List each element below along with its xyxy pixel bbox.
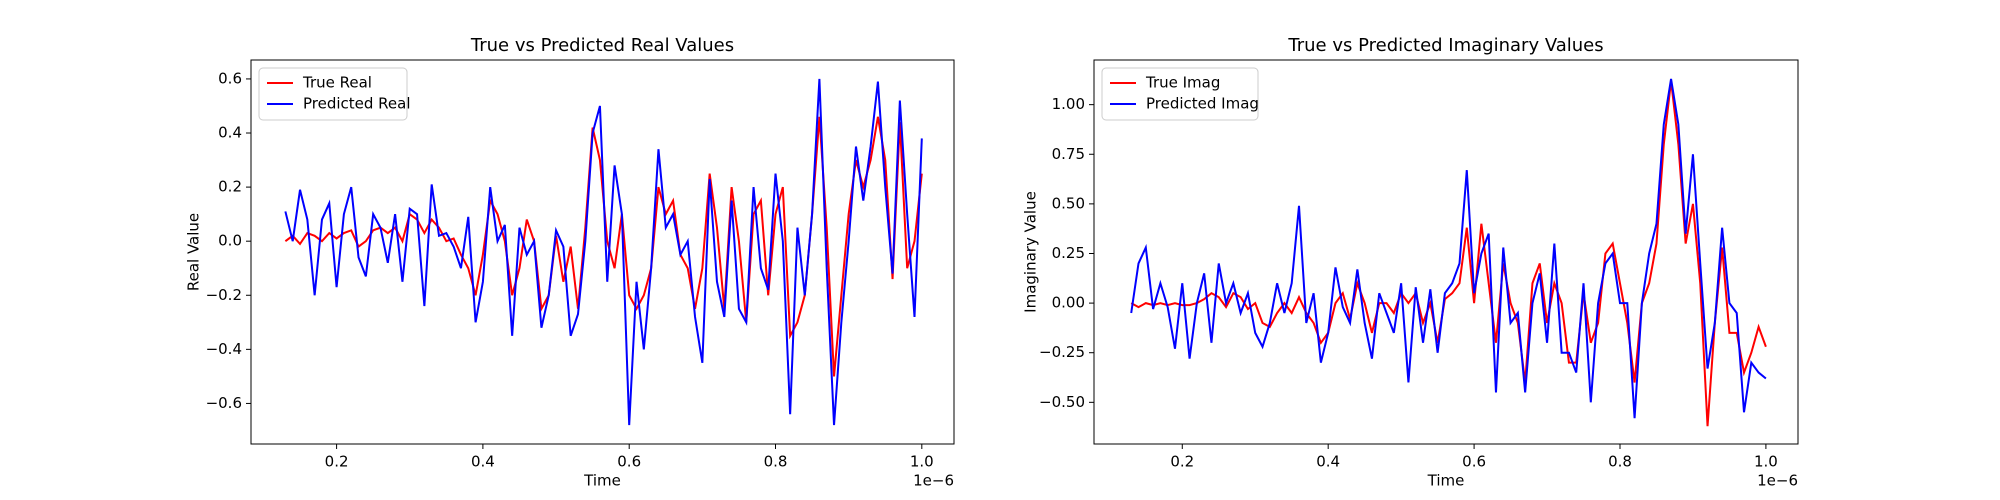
legend-label: True Imag — [1145, 74, 1220, 92]
y-tick-label: −0.25 — [1039, 343, 1085, 361]
x-tick-label: 0.4 — [1316, 453, 1340, 471]
chart: True vs Predicted Imaginary Values Time 1e… — [1022, 35, 1799, 490]
x-tick-label: 0.2 — [325, 453, 349, 471]
y-tick-label: 1.00 — [1052, 95, 1085, 113]
x-offset-label: 1e−6 — [1757, 472, 1798, 490]
x-offset-label: 1e−6 — [913, 472, 954, 490]
y-tick-label: 0.0 — [218, 232, 242, 250]
y-tick-label: 0.4 — [218, 124, 242, 142]
y-tick-label: 0.25 — [1052, 244, 1085, 262]
y-tick-label: 0.75 — [1052, 145, 1085, 163]
legend-label: True Real — [302, 74, 372, 92]
series-line — [284, 78, 923, 426]
legend-box — [1101, 67, 1259, 121]
x-tick-label: 0.6 — [1462, 453, 1486, 471]
y-axis-label: Real Value — [185, 213, 203, 291]
x-tick-label: 1.0 — [1754, 453, 1778, 471]
y-tick-label: −0.50 — [1039, 393, 1085, 411]
x-axis-label: Time — [583, 472, 621, 490]
y-tick-label: 0.6 — [218, 69, 242, 87]
y-tick-label: 0.50 — [1052, 194, 1085, 212]
chart-title: True vs Predicted Imaginary Values — [1287, 35, 1603, 56]
y-axis-label: Imaginary Value — [1022, 191, 1040, 313]
series-line — [1130, 78, 1767, 419]
x-tick-label: 0.2 — [1170, 453, 1194, 471]
x-tick-label: 0.6 — [617, 453, 641, 471]
legend-box — [258, 67, 408, 121]
y-tick-label: −0.6 — [206, 394, 242, 412]
legend-label: Predicted Real — [303, 95, 411, 113]
legend-label: Predicted Imag — [1146, 95, 1259, 113]
x-axis-label: Time — [1427, 472, 1465, 490]
y-tick-label: −0.2 — [206, 286, 242, 304]
axes-frame — [1093, 59, 1799, 445]
y-tick-label: 0.2 — [218, 178, 242, 196]
y-tick-label: −0.4 — [206, 340, 242, 358]
y-tick-label: 0.00 — [1052, 294, 1085, 312]
axes-frame — [250, 59, 955, 445]
x-tick-label: 1.0 — [910, 453, 934, 471]
chart-title: True vs Predicted Real Values — [470, 35, 734, 56]
x-tick-label: 0.4 — [471, 453, 495, 471]
x-tick-label: 0.8 — [1608, 453, 1632, 471]
chart: True vs Predicted Real Values Time 1e−6 Rea… — [185, 35, 955, 490]
series-line — [1130, 80, 1767, 427]
x-tick-label: 0.8 — [764, 453, 788, 471]
